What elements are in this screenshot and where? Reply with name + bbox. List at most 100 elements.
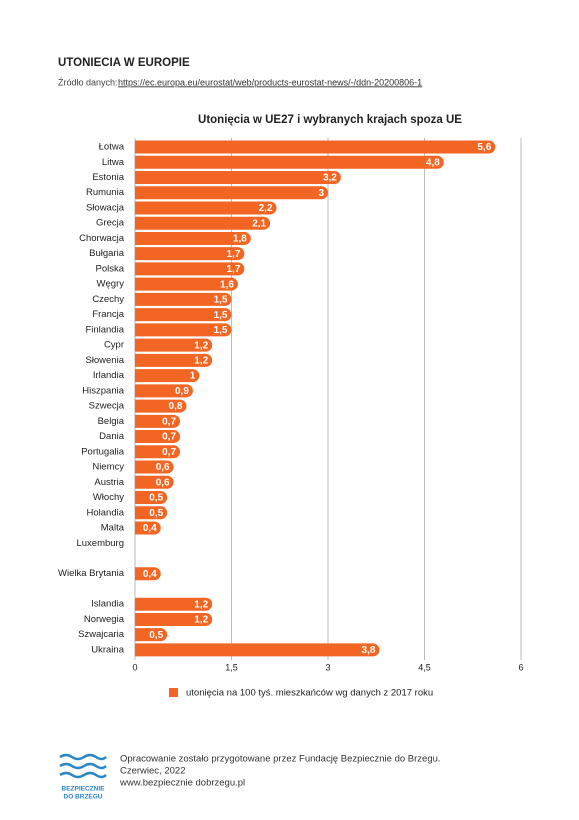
y-tick-label: Ukraina bbox=[91, 644, 124, 655]
value-label: 0,7 bbox=[162, 447, 176, 458]
value-label: 3 bbox=[318, 188, 324, 199]
value-label: 0,4 bbox=[143, 523, 157, 534]
y-tick-label: Szwecja bbox=[89, 401, 125, 412]
value-label: 0,5 bbox=[149, 630, 163, 641]
y-tick-label: Włochy bbox=[93, 492, 124, 503]
bar bbox=[135, 521, 161, 535]
bar bbox=[135, 155, 444, 169]
footer-text: Opracowanie zostało przygotowane przez F… bbox=[120, 754, 441, 765]
y-tick-label: Luxemburg bbox=[76, 538, 124, 549]
y-tick-label: Belgia bbox=[98, 416, 125, 427]
y-tick-label: Węgry bbox=[97, 279, 125, 290]
value-label: 0,8 bbox=[169, 401, 183, 412]
bar bbox=[135, 612, 213, 626]
y-tick-label: Słowenia bbox=[85, 355, 124, 366]
y-tick-label: Rumunia bbox=[86, 187, 125, 198]
value-label: 1,2 bbox=[194, 615, 208, 626]
y-tick-label: Finlandia bbox=[85, 324, 124, 335]
value-label: 3,8 bbox=[362, 645, 376, 656]
source-label: Źródło danych: bbox=[58, 77, 118, 87]
bar bbox=[135, 277, 238, 291]
bar bbox=[135, 399, 187, 413]
value-label: 1,7 bbox=[226, 264, 240, 275]
value-label: 1,2 bbox=[194, 340, 208, 351]
bar bbox=[135, 460, 174, 474]
bar bbox=[135, 414, 181, 428]
value-label: 0,6 bbox=[156, 462, 170, 473]
y-tick-label: Łotwa bbox=[99, 142, 125, 153]
bar bbox=[135, 186, 328, 200]
value-label: 2,1 bbox=[252, 218, 266, 229]
y-tick-label: Słowacja bbox=[86, 202, 125, 213]
y-tick-label: Czechy bbox=[92, 294, 124, 305]
x-tick-label: 4,5 bbox=[418, 662, 431, 672]
x-tick-label: 1,5 bbox=[225, 662, 238, 672]
x-tick-label: 3 bbox=[325, 662, 330, 672]
bar bbox=[135, 247, 245, 261]
value-label: 1,7 bbox=[226, 249, 240, 260]
bar bbox=[135, 430, 181, 444]
value-label: 1,2 bbox=[194, 599, 208, 610]
bar bbox=[135, 201, 277, 215]
value-label: 1,2 bbox=[194, 356, 208, 367]
logo: BEZPIECZNIE DO BRZEGU bbox=[59, 753, 107, 801]
y-tick-label: Wielka Brytania bbox=[58, 568, 125, 579]
bar bbox=[135, 369, 200, 383]
value-label: 0,5 bbox=[149, 508, 163, 519]
y-tick-label: Islandia bbox=[91, 599, 124, 610]
value-label: 1,5 bbox=[214, 310, 228, 321]
source-link[interactable]: https://ec.europa.eu/eurostat/web/produc… bbox=[118, 77, 422, 87]
y-tick-label: Grecja bbox=[96, 218, 125, 229]
value-label: 1,5 bbox=[214, 325, 228, 336]
logo-wave bbox=[59, 771, 107, 779]
bar bbox=[135, 628, 168, 642]
y-tick-label: Malta bbox=[101, 523, 125, 534]
bar bbox=[135, 491, 168, 505]
y-tick-label: Dania bbox=[99, 431, 125, 442]
value-label: 1,6 bbox=[220, 279, 234, 290]
value-label: 1 bbox=[190, 371, 196, 382]
bar bbox=[135, 445, 181, 459]
value-label: 0,7 bbox=[162, 416, 176, 427]
bar bbox=[135, 216, 271, 230]
value-label: 4,8 bbox=[426, 157, 440, 168]
bar bbox=[135, 506, 168, 520]
bar bbox=[135, 170, 341, 184]
value-label: 5,6 bbox=[477, 142, 491, 153]
footer-text: Czerwiec, 2022 bbox=[120, 766, 185, 777]
y-tick-label: Cypr bbox=[104, 340, 124, 351]
value-label: 0,9 bbox=[175, 386, 189, 397]
value-label: 0,6 bbox=[156, 477, 170, 488]
y-tick-label: Irlandia bbox=[93, 370, 125, 381]
value-label: 3,2 bbox=[323, 173, 337, 184]
y-tick-label: Chorwacja bbox=[79, 233, 125, 244]
bar bbox=[135, 308, 232, 322]
bar bbox=[135, 475, 174, 489]
bar bbox=[135, 567, 161, 581]
y-tick-label: Polska bbox=[95, 263, 124, 274]
y-tick-label: Norwegia bbox=[84, 614, 125, 625]
y-tick-label: Szwajcaria bbox=[78, 629, 125, 640]
bar bbox=[135, 292, 232, 306]
value-label: 0,4 bbox=[143, 569, 157, 580]
logo-wave bbox=[59, 762, 107, 770]
y-tick-label: Hiszpania bbox=[82, 385, 124, 396]
y-tick-label: Holandia bbox=[87, 507, 125, 518]
y-tick-label: Francja bbox=[92, 309, 124, 320]
value-label: 0,7 bbox=[162, 432, 176, 443]
value-label: 1,5 bbox=[214, 295, 228, 306]
bar bbox=[135, 338, 213, 352]
value-label: 2,2 bbox=[259, 203, 273, 214]
bar bbox=[135, 597, 213, 611]
y-tick-label: Bułgaria bbox=[89, 248, 125, 259]
y-tick-label: Portugalia bbox=[81, 446, 124, 457]
logo-text: DO BRZEGU bbox=[64, 794, 103, 801]
y-tick-label: Austria bbox=[94, 477, 124, 488]
bar bbox=[135, 323, 232, 337]
bar bbox=[135, 353, 213, 367]
logo-wave bbox=[59, 753, 107, 761]
legend-label: utonięcia na 100 tyś. mieszkańców wg dan… bbox=[186, 688, 433, 699]
y-tick-label: Litwa bbox=[102, 157, 125, 168]
bar bbox=[135, 262, 245, 276]
